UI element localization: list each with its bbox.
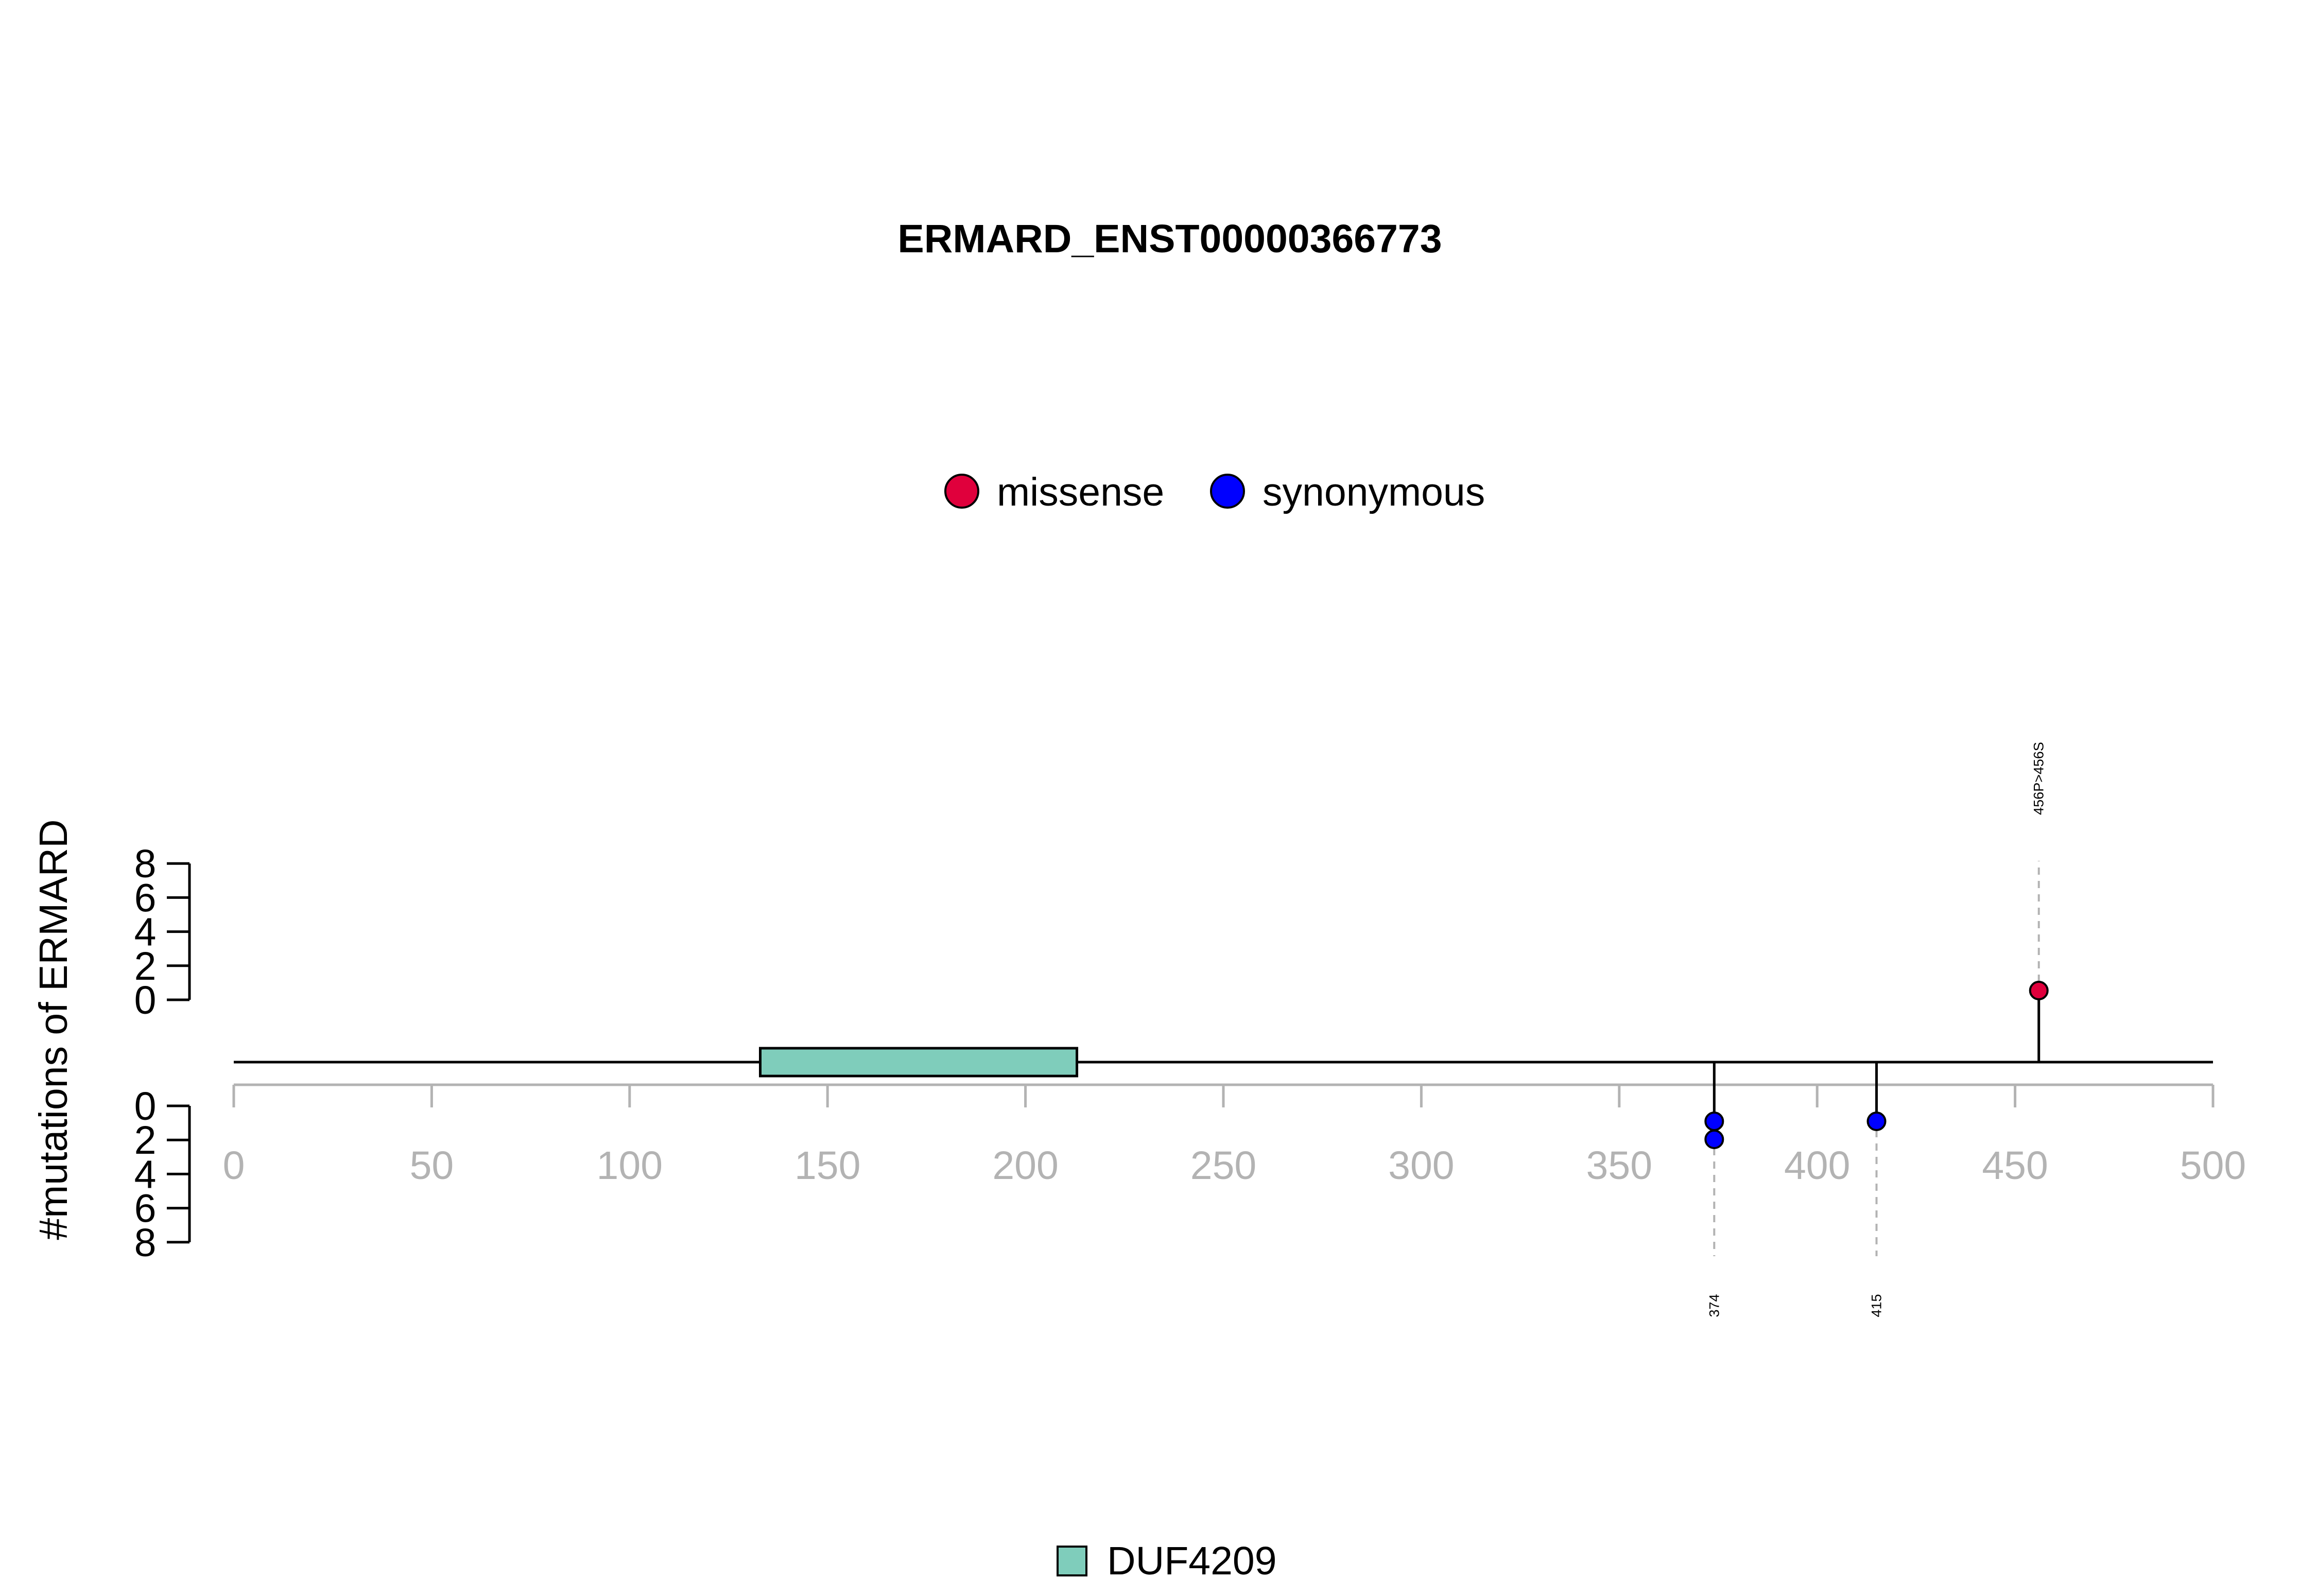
mutation-bottom-point-374-1 xyxy=(1704,1112,1724,1131)
x-tick-label-150: 150 xyxy=(794,1143,860,1188)
y-bottom-tick-label-2: 2 xyxy=(134,1118,157,1163)
y-bottom-tick-label-4: 4 xyxy=(134,1152,157,1196)
domain-DUF4209 xyxy=(759,1047,1079,1078)
domain-legend-swatch xyxy=(1057,1546,1087,1576)
y-top-tick-label-6: 6 xyxy=(134,876,157,920)
y-bottom-tick-label-6: 6 xyxy=(134,1187,157,1231)
x-tick-label-200: 200 xyxy=(992,1143,1058,1188)
mutation-bottom-point-374-2 xyxy=(1704,1130,1724,1149)
mutation-top-point-456-1 xyxy=(2029,981,2049,1000)
y-top-tick-label-4: 4 xyxy=(134,910,157,955)
x-tick-label-100: 100 xyxy=(597,1143,663,1188)
mutations: 456P>456S 374 415 xyxy=(1704,742,2049,1317)
x-tick-label-350: 350 xyxy=(1586,1143,1652,1188)
y-top-tick-label-0: 0 xyxy=(134,978,157,1022)
legend-swatch-missense xyxy=(944,474,979,509)
mutation-bottom-label-374: 374 xyxy=(1706,1294,1722,1317)
mutation-top-label-456: 456P>456S xyxy=(2031,742,2047,815)
x-tick-label-300: 300 xyxy=(1388,1143,1454,1188)
legend: missense synonymous xyxy=(944,470,1485,514)
mutation-bottom-label-415: 415 xyxy=(1869,1294,1884,1317)
x-tick-label-50: 50 xyxy=(410,1143,454,1188)
domain-legend: DUF4209 xyxy=(1057,1539,1277,1583)
y-axis-label: #mutations of ERMARD xyxy=(31,819,76,1240)
y-bottom-tick-label-0: 0 xyxy=(134,1084,157,1129)
x-tick-label-450: 450 xyxy=(1982,1143,2048,1188)
legend-label-synonymous: synonymous xyxy=(1263,470,1485,514)
y-bottom-tick-label-8: 8 xyxy=(134,1221,157,1265)
y-top-tick-label-8: 8 xyxy=(134,842,157,886)
x-tick-label-250: 250 xyxy=(1190,1143,1256,1188)
y-top-tick-label-2: 2 xyxy=(134,944,157,988)
protein-domains xyxy=(759,1047,1079,1078)
legend-swatch-synonymous xyxy=(1210,474,1245,509)
mutation-bottom-point-415-1 xyxy=(1866,1112,1887,1131)
x-axis: 0 50 100 150 200 250 300 350 400 450 500 xyxy=(223,1083,2246,1188)
x-tick-label-500: 500 xyxy=(2180,1143,2246,1188)
domain-legend-label: DUF4209 xyxy=(1107,1539,1277,1583)
legend-label-missense: missense xyxy=(997,470,1164,514)
chart-title: ERMARD_ENST00000366773 xyxy=(897,217,1442,261)
x-tick-label-0: 0 xyxy=(223,1143,245,1188)
x-tick-label-400: 400 xyxy=(1784,1143,1850,1188)
